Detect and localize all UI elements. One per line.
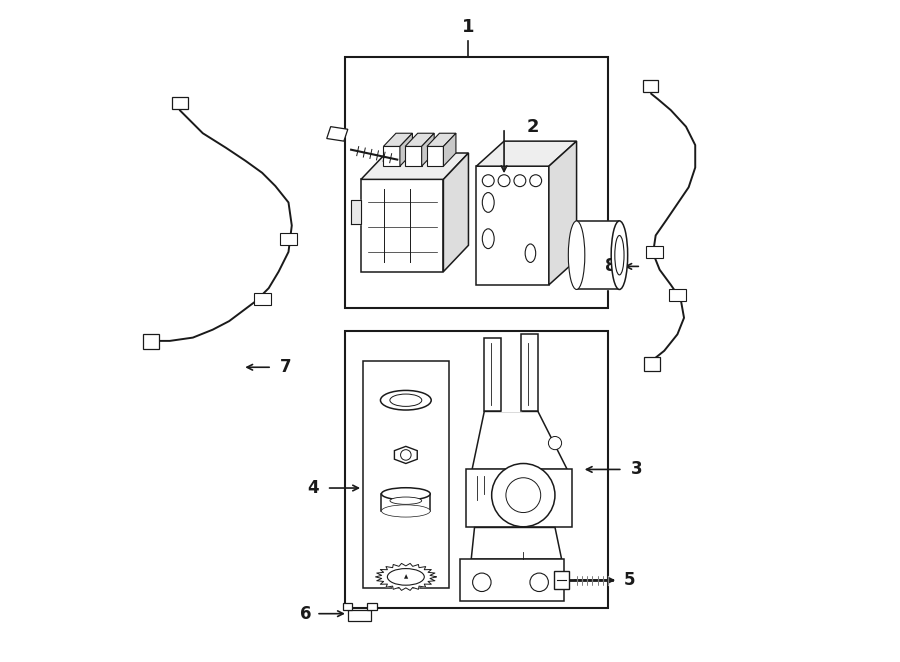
Polygon shape: [383, 133, 412, 146]
Polygon shape: [327, 126, 347, 141]
Polygon shape: [669, 289, 686, 301]
Circle shape: [548, 436, 562, 449]
Polygon shape: [382, 494, 430, 511]
Circle shape: [506, 478, 541, 512]
Polygon shape: [501, 334, 521, 411]
Text: 3: 3: [631, 461, 643, 479]
Text: 2: 2: [526, 118, 539, 136]
Polygon shape: [472, 528, 562, 559]
Polygon shape: [383, 146, 400, 166]
Ellipse shape: [611, 221, 627, 289]
Polygon shape: [644, 81, 658, 92]
Polygon shape: [254, 293, 271, 305]
Text: 8: 8: [605, 258, 617, 275]
Bar: [345, 58, 608, 308]
Polygon shape: [476, 166, 549, 285]
Polygon shape: [361, 179, 444, 271]
Polygon shape: [405, 133, 434, 146]
Text: 1: 1: [463, 18, 474, 36]
Ellipse shape: [382, 488, 430, 500]
Polygon shape: [646, 246, 663, 258]
Circle shape: [482, 175, 494, 187]
Circle shape: [400, 449, 411, 460]
Text: 6: 6: [300, 604, 311, 623]
Circle shape: [530, 573, 548, 592]
Bar: [363, 361, 449, 588]
Polygon shape: [143, 334, 158, 349]
Circle shape: [514, 175, 526, 187]
Polygon shape: [484, 338, 501, 411]
Polygon shape: [577, 221, 619, 289]
Polygon shape: [554, 571, 569, 589]
Circle shape: [498, 175, 510, 187]
Polygon shape: [394, 446, 418, 463]
Polygon shape: [280, 233, 297, 245]
Text: ▲: ▲: [404, 575, 408, 579]
Circle shape: [472, 573, 491, 592]
Polygon shape: [466, 469, 572, 528]
Ellipse shape: [381, 391, 431, 410]
Polygon shape: [367, 602, 377, 610]
Polygon shape: [549, 141, 577, 285]
Ellipse shape: [482, 229, 494, 249]
Polygon shape: [422, 133, 434, 166]
Polygon shape: [472, 411, 567, 469]
Polygon shape: [521, 334, 538, 411]
Circle shape: [491, 463, 555, 527]
Ellipse shape: [390, 497, 422, 504]
Polygon shape: [361, 153, 469, 179]
Ellipse shape: [390, 394, 422, 406]
Ellipse shape: [482, 193, 494, 213]
Polygon shape: [476, 141, 577, 166]
Polygon shape: [375, 563, 436, 591]
Circle shape: [530, 175, 542, 187]
Polygon shape: [400, 133, 412, 166]
Text: 4: 4: [307, 479, 319, 497]
Polygon shape: [644, 357, 660, 371]
Ellipse shape: [615, 236, 624, 275]
Ellipse shape: [526, 244, 536, 262]
Text: 5: 5: [624, 571, 634, 589]
Bar: [345, 331, 608, 608]
Ellipse shape: [382, 505, 430, 517]
Polygon shape: [172, 97, 187, 109]
Polygon shape: [347, 610, 371, 621]
Text: 7: 7: [280, 358, 292, 376]
Polygon shape: [343, 602, 352, 610]
Polygon shape: [427, 133, 456, 146]
Polygon shape: [444, 133, 456, 166]
Polygon shape: [351, 200, 361, 224]
Polygon shape: [405, 146, 422, 166]
Ellipse shape: [387, 569, 424, 585]
Polygon shape: [444, 153, 469, 271]
Ellipse shape: [568, 221, 585, 289]
Polygon shape: [427, 146, 444, 166]
Polygon shape: [460, 559, 563, 601]
